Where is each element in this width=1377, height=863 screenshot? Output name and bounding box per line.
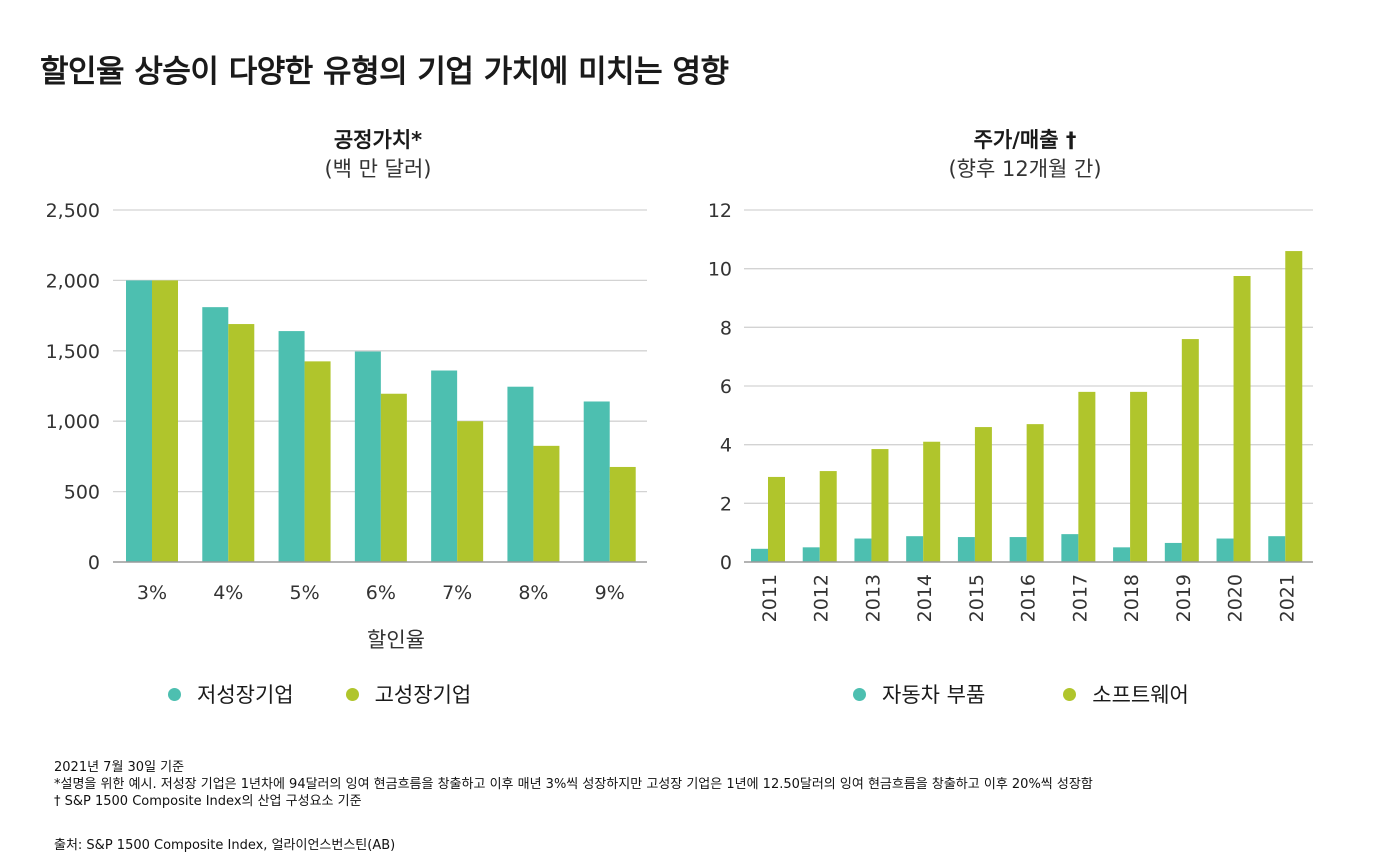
bar-lime-1 — [228, 324, 255, 562]
bar-lime-8 — [1181, 339, 1199, 562]
left-chart-subtitle: (백 만 달러) — [324, 157, 432, 181]
bar-lime-6 — [609, 466, 636, 562]
right-chart-title: 주가/매출 † — [973, 128, 1077, 152]
bar-teal-2 — [278, 331, 305, 562]
y-tick-label: 12 — [708, 200, 732, 222]
x-tick-label: 2018 — [1121, 574, 1143, 622]
x-axis-title: 할인율 — [367, 628, 425, 652]
x-tick-label: 2019 — [1173, 574, 1195, 622]
x-tick-label: 2015 — [966, 574, 988, 622]
y-tick-label: 2,500 — [46, 200, 100, 222]
legend-item-low-growth: 저성장기업 — [168, 679, 294, 709]
x-tick-label: 8% — [518, 582, 548, 604]
y-tick-label: 0 — [88, 552, 100, 574]
bar-teal-0 — [751, 548, 768, 562]
bar-lime-3 — [923, 441, 941, 562]
bar-lime-3 — [380, 393, 407, 562]
legend-marker-teal — [853, 687, 866, 701]
legend-marker-lime — [1063, 687, 1077, 701]
x-tick-label: 2017 — [1069, 574, 1091, 622]
bar-lime-5 — [1026, 424, 1044, 562]
legend-label-software: 소프트웨어 — [1092, 683, 1189, 707]
x-tick-label: 7% — [442, 582, 472, 604]
bar-teal-1 — [802, 547, 820, 562]
y-tick-label: 2 — [720, 493, 732, 515]
bar-lime-4 — [974, 427, 992, 562]
bar-teal-1 — [202, 307, 229, 562]
bar-lime-2 — [304, 361, 331, 562]
footnote-index-basis: † S&P 1500 Composite Index의 산업 구성요소 기준 — [54, 794, 362, 809]
bar-teal-3 — [906, 536, 924, 562]
legend-item-auto-parts: 자동차 부품 — [853, 679, 985, 709]
y-tick-label: 10 — [708, 259, 732, 281]
bar-lime-7 — [1130, 391, 1148, 562]
left-chart-legend: 저성장기업 고성장기업 — [168, 679, 471, 709]
bar-lime-1 — [819, 471, 837, 562]
y-tick-label: 2,000 — [46, 270, 100, 292]
bar-lime-6 — [1078, 391, 1096, 562]
bar-teal-0 — [126, 280, 152, 562]
bar-lime-5 — [533, 445, 560, 562]
bar-teal-5 — [507, 386, 534, 562]
legend-item-high-growth: 고성장기업 — [345, 679, 472, 709]
legend-label-auto-parts: 자동차 부품 — [882, 683, 986, 707]
legend-label-high-growth: 고성장기업 — [374, 683, 472, 707]
bar-lime-9 — [1233, 276, 1251, 562]
left-chart-fair-value: 0 500 1,000 1,500 2,000 2,500 3% 4% 5% 6% 7% 8% 9% 할인… — [46, 200, 647, 652]
x-tick-label: 9% — [595, 582, 625, 604]
left-chart-title: 공정가치* — [333, 128, 423, 152]
bar-teal-6 — [1061, 534, 1079, 562]
x-tick-label: 3% — [137, 582, 167, 604]
bar-teal-3 — [354, 351, 381, 562]
x-tick-label: 2011 — [759, 574, 781, 622]
y-tick-label: 500 — [64, 482, 100, 504]
right-chart-subtitle: (향후 12개월 간) — [948, 157, 1102, 181]
footnote-date: 2021년 7월 30일 기준 — [54, 760, 185, 775]
x-tick-label: 2013 — [862, 574, 884, 622]
y-tick-label: 0 — [720, 552, 732, 574]
x-tick-label: 2020 — [1225, 574, 1247, 622]
main-title: 할인율 상승이 다양한 유형의 기업 가치에 미치는 영향 — [40, 54, 729, 90]
y-tick-label: 8 — [720, 317, 732, 339]
bar-teal-4 — [957, 537, 975, 562]
bar-lime-10 — [1285, 251, 1303, 563]
source-note: 출처: S&P 1500 Composite Index, 얼라이언스번스틴(A… — [54, 838, 396, 853]
x-tick-label: 2014 — [914, 574, 936, 622]
legend-marker-lime — [345, 687, 359, 701]
legend-item-software: 소프트웨어 — [1063, 679, 1189, 709]
y-tick-label: 1,500 — [46, 341, 100, 363]
x-tick-label: 4% — [213, 582, 243, 604]
x-tick-label: 5% — [289, 582, 319, 604]
x-tick-label: 2012 — [811, 574, 833, 622]
bar-teal-8 — [1164, 542, 1182, 562]
bar-teal-9 — [1216, 538, 1234, 562]
y-tick-label: 6 — [720, 376, 732, 398]
bar-lime-0 — [152, 280, 178, 562]
x-tick-label: 6% — [366, 582, 396, 604]
y-tick-label: 4 — [720, 435, 732, 457]
right-chart-price-to-sales: 0 2 4 6 8 10 12 2011 2012 2013 2014 2015 2016 2017 201… — [708, 200, 1313, 622]
bar-teal-10 — [1268, 536, 1286, 562]
bar-teal-2 — [854, 538, 872, 562]
bar-teal-4 — [431, 370, 458, 562]
bar-teal-7 — [1113, 547, 1131, 562]
x-tick-label: 2021 — [1276, 574, 1298, 622]
bar-lime-4 — [457, 421, 484, 562]
legend-label-low-growth: 저성장기업 — [197, 683, 294, 707]
x-tick-label: 2016 — [1018, 574, 1040, 622]
footnotes: 2021년 7월 30일 기준 *설명을 위한 예시. 저성장 기업은 1년차에… — [54, 759, 1093, 810]
footnote-illustration: *설명을 위한 예시. 저성장 기업은 1년차에 94달러의 잉여 현금흐름을 … — [54, 777, 1093, 792]
bar-teal-6 — [583, 401, 610, 562]
bar-lime-2 — [871, 449, 889, 562]
legend-marker-teal — [168, 687, 181, 701]
right-chart-legend: 자동차 부품 소프트웨어 — [853, 679, 1189, 709]
y-tick-label: 1,000 — [46, 411, 100, 433]
bar-lime-0 — [768, 476, 785, 562]
bar-teal-5 — [1009, 537, 1027, 562]
